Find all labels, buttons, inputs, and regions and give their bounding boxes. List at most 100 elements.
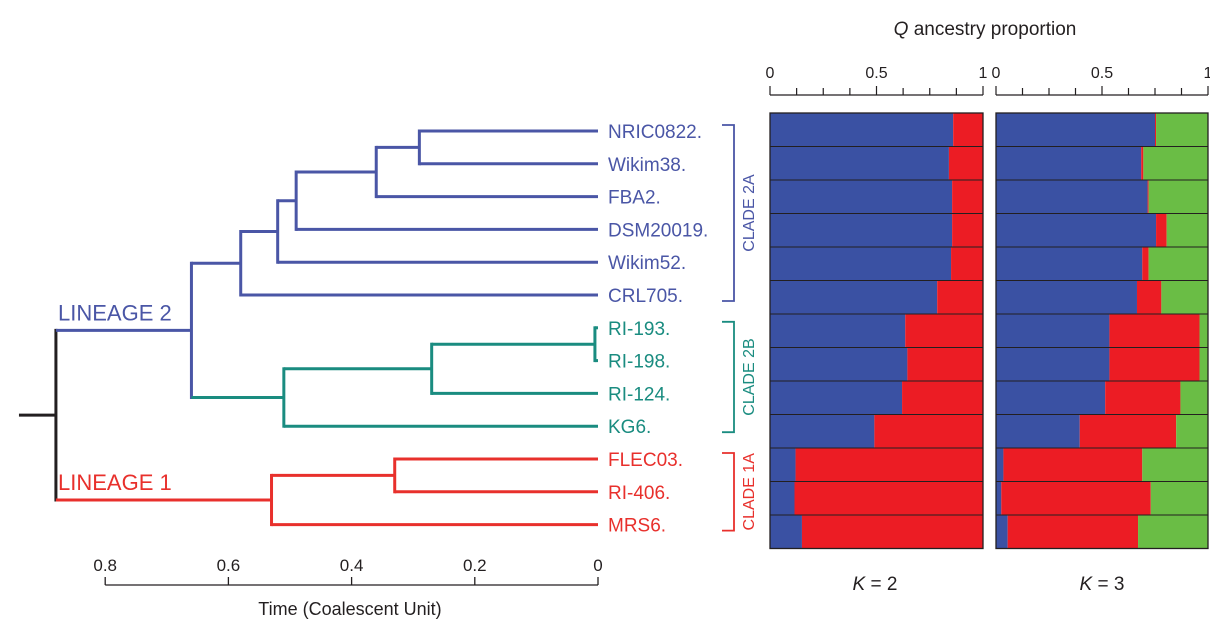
ancestry-bar-segment xyxy=(996,247,1143,281)
tip-label: FLEC03. xyxy=(608,450,683,471)
structure-panel-k3: 0 0.5 1 xyxy=(992,65,1210,550)
ancestry-bar-segment xyxy=(770,414,875,448)
ancestry-bar-segment xyxy=(1150,481,1208,515)
ancestry-bar-segment xyxy=(953,113,983,147)
ancestry-bar-segment xyxy=(1166,213,1208,247)
ancestry-bar-segment xyxy=(1109,347,1200,381)
clade-brackets: CLADE 2A CLADE 2B CLADE 1A xyxy=(722,124,758,532)
ancestry-bar-segment xyxy=(1161,280,1208,314)
ancestry-bar-segment xyxy=(1148,180,1208,214)
ancestry-bar-segment xyxy=(1199,347,1208,381)
tip-label: DSM20019. xyxy=(608,220,708,241)
panel-frame xyxy=(995,112,1209,550)
ancestry-bar-segment xyxy=(937,280,983,314)
tip-label: FBA2. xyxy=(608,188,661,209)
ancestry-bar-segment xyxy=(1109,314,1200,348)
ancestry-bar-segment xyxy=(874,414,983,448)
ancestry-bar-segment xyxy=(1142,247,1149,281)
tip-label: CRL705. xyxy=(608,286,683,307)
q-tick-label: 1 xyxy=(1204,65,1210,82)
ancestry-bar-segment xyxy=(770,448,796,482)
ancestry-bar-segment xyxy=(996,481,1002,515)
q-tick-label: 0 xyxy=(992,65,1001,82)
ancestry-bar-segment xyxy=(996,515,1008,549)
time-tick-label: 0.8 xyxy=(93,556,117,575)
ancestry-bar-segment xyxy=(952,180,983,214)
lineage-1-label: LINEAGE 1 xyxy=(58,470,172,495)
ancestry-bar-segment xyxy=(948,146,983,180)
ancestry-bar-segment xyxy=(1147,180,1149,214)
time-tick-label: 0 xyxy=(593,556,602,575)
ancestry-bar-segment xyxy=(996,146,1142,180)
ancestry-bar-segment xyxy=(996,180,1148,214)
k3-letter: K xyxy=(1080,574,1094,595)
time-axis: 0.8 0.6 0.4 0.2 0 xyxy=(93,556,603,586)
ancestry-bar-segment xyxy=(770,247,952,281)
ancestry-bar-segment xyxy=(996,347,1110,381)
ancestry-bar-segment xyxy=(1001,481,1151,515)
k2-panel-label: K = 2 xyxy=(853,574,898,595)
tip-label: RI-198. xyxy=(608,352,670,373)
q-tick-label: 0.5 xyxy=(1091,65,1113,82)
ancestry-bar-segment xyxy=(1156,113,1208,147)
ancestry-bar-segment xyxy=(996,280,1137,314)
q-title-q: Q xyxy=(894,19,909,40)
ancestry-bar-segment xyxy=(1180,381,1208,415)
ancestry-bar-segment xyxy=(770,180,953,214)
q-tick-label: 1 xyxy=(979,65,988,82)
ancestry-bar-segment xyxy=(794,481,983,515)
ancestry-bar-segment xyxy=(770,280,938,314)
ancestry-bar-segment xyxy=(1155,113,1157,147)
ancestry-bar-segment xyxy=(951,247,983,281)
tip-label: Wikim52. xyxy=(608,253,686,274)
tip-label: RI-406. xyxy=(608,483,670,504)
ancestry-bar-segment xyxy=(770,347,908,381)
k2-letter: K xyxy=(853,574,867,595)
ancestry-bar-segment xyxy=(801,515,983,549)
ancestry-bar-segment xyxy=(1105,381,1181,415)
time-tick-label: 0.4 xyxy=(340,556,364,575)
q-title-rest: ancestry proportion xyxy=(908,19,1076,40)
ancestry-bar-segment xyxy=(952,213,983,247)
k2-value: = 2 xyxy=(865,574,897,595)
tip-label: RI-124. xyxy=(608,384,670,405)
ancestry-bar-segment xyxy=(770,481,795,515)
ancestry-bar-segment xyxy=(1136,280,1162,314)
ancestry-bar-segment xyxy=(1143,146,1208,180)
ancestry-bar-segment xyxy=(770,113,954,147)
ancestry-bar-segment xyxy=(905,314,983,348)
q-ancestry-title: Q ancestry proportion xyxy=(894,19,1077,40)
ancestry-bar-segment xyxy=(996,381,1106,415)
ancestry-bar-segment xyxy=(1141,146,1144,180)
panel-frame xyxy=(769,112,984,550)
ancestry-bar-segment xyxy=(1156,213,1167,247)
ancestry-bar-segment xyxy=(1007,515,1139,549)
clade-label: CLADE 1A xyxy=(741,453,758,531)
clade-label: CLADE 2B xyxy=(741,338,758,415)
ancestry-bar-segment xyxy=(1148,247,1208,281)
lineage-2-label: LINEAGE 2 xyxy=(58,300,172,325)
ancestry-bar-segment xyxy=(902,381,983,415)
time-tick-label: 0.6 xyxy=(217,556,241,575)
tip-label: NRIC0822. xyxy=(608,122,702,143)
tip-label: RI-193. xyxy=(608,319,670,340)
clade-label: CLADE 2A xyxy=(741,174,758,252)
ancestry-bar-segment xyxy=(996,213,1157,247)
ancestry-bar-segment xyxy=(1138,515,1208,549)
ancestry-bar-segment xyxy=(996,414,1080,448)
ancestry-bar-segment xyxy=(996,113,1155,147)
tip-label: MRS6. xyxy=(608,516,666,537)
time-axis-label: Time (Coalescent Unit) xyxy=(258,599,441,619)
ancestry-bar-segment xyxy=(907,347,983,381)
time-tick-label: 0.2 xyxy=(463,556,487,575)
q-tick-label: 0 xyxy=(766,65,775,82)
clade-bracket xyxy=(722,124,735,302)
k3-panel-label: K = 3 xyxy=(1080,574,1125,595)
ancestry-bar-segment xyxy=(770,381,903,415)
tip-label: Wikim38. xyxy=(608,155,686,176)
ancestry-bar-segment xyxy=(996,448,1004,482)
ancestry-bar-segment xyxy=(1142,448,1208,482)
ancestry-bar-segment xyxy=(996,314,1110,348)
ancestry-bar-segment xyxy=(1003,448,1143,482)
